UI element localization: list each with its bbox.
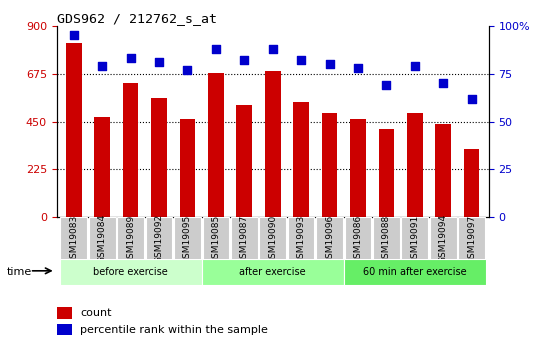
Bar: [322, 113, 338, 217]
Text: GSM19093: GSM19093: [296, 214, 306, 264]
Bar: [151, 98, 167, 217]
Text: GSM19085: GSM19085: [211, 214, 220, 264]
Point: [382, 82, 391, 88]
Text: GSM19083: GSM19083: [69, 214, 78, 264]
Text: GSM19091: GSM19091: [410, 214, 419, 264]
Bar: [407, 113, 423, 217]
Bar: [231, 217, 258, 260]
Point: [240, 58, 248, 63]
Bar: [117, 217, 144, 260]
Point: [467, 96, 476, 101]
Bar: [123, 83, 138, 217]
Bar: [237, 105, 252, 217]
Bar: [293, 102, 309, 217]
Bar: [379, 129, 394, 217]
Bar: [435, 124, 451, 217]
Bar: [201, 259, 344, 285]
Bar: [57, 307, 72, 319]
Bar: [57, 324, 72, 335]
Point: [325, 61, 334, 67]
Bar: [89, 217, 116, 260]
Bar: [401, 217, 428, 260]
Bar: [66, 43, 82, 217]
Point: [439, 80, 448, 86]
Point: [354, 65, 362, 71]
Bar: [60, 217, 87, 260]
Text: GSM19089: GSM19089: [126, 214, 135, 264]
Point: [297, 58, 306, 63]
Text: GSM19088: GSM19088: [382, 214, 391, 264]
Bar: [344, 259, 486, 285]
Point: [98, 63, 106, 69]
Text: GSM19090: GSM19090: [268, 214, 277, 264]
Bar: [202, 217, 229, 260]
Text: GSM19095: GSM19095: [183, 214, 192, 264]
Text: GSM19086: GSM19086: [354, 214, 362, 264]
Point: [268, 46, 277, 52]
Point: [154, 59, 163, 65]
Text: GDS962 / 212762_s_at: GDS962 / 212762_s_at: [57, 12, 217, 25]
Bar: [259, 217, 286, 260]
Bar: [345, 217, 372, 260]
Bar: [350, 119, 366, 217]
Text: GSM19097: GSM19097: [467, 214, 476, 264]
Point: [212, 46, 220, 52]
Bar: [430, 217, 457, 260]
Point: [410, 63, 419, 69]
Bar: [458, 217, 485, 260]
Bar: [373, 217, 400, 260]
Point: [70, 33, 78, 38]
Text: time: time: [7, 267, 32, 276]
Bar: [464, 149, 480, 217]
Text: GSM19096: GSM19096: [325, 214, 334, 264]
Text: count: count: [80, 308, 112, 318]
Text: percentile rank within the sample: percentile rank within the sample: [80, 325, 268, 335]
Text: GSM19087: GSM19087: [240, 214, 249, 264]
Bar: [208, 73, 224, 217]
Point: [183, 67, 192, 73]
Bar: [180, 119, 195, 217]
Bar: [94, 117, 110, 217]
Text: before exercise: before exercise: [93, 267, 168, 277]
Bar: [59, 259, 201, 285]
Text: 60 min after exercise: 60 min after exercise: [363, 267, 467, 277]
Point: [126, 56, 135, 61]
Bar: [265, 71, 280, 217]
Bar: [146, 217, 172, 260]
Text: GSM19084: GSM19084: [98, 214, 107, 264]
Text: GSM19094: GSM19094: [438, 214, 448, 264]
Bar: [174, 217, 201, 260]
Bar: [288, 217, 314, 260]
Bar: [316, 217, 343, 260]
Text: after exercise: after exercise: [239, 267, 306, 277]
Text: GSM19092: GSM19092: [154, 214, 164, 264]
